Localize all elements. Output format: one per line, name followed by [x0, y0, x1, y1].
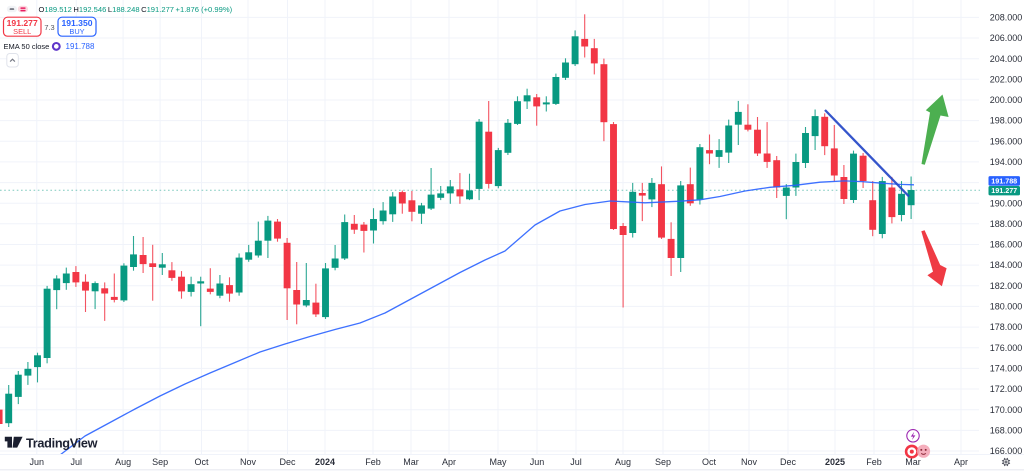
svg-text:200.000: 200.000: [990, 95, 1023, 105]
svg-text:190.000: 190.000: [990, 198, 1023, 208]
svg-text:166.000: 166.000: [990, 446, 1023, 456]
svg-text:Feb: Feb: [866, 457, 882, 467]
svg-text:EMA 50 close: EMA 50 close: [4, 42, 50, 51]
svg-text:202.000: 202.000: [990, 74, 1023, 84]
svg-text:198.000: 198.000: [990, 116, 1023, 126]
svg-text:TradingView: TradingView: [26, 436, 98, 450]
svg-text:180.000: 180.000: [990, 302, 1023, 312]
svg-text:Jun: Jun: [30, 457, 45, 467]
svg-text:191.350: 191.350: [61, 18, 92, 28]
svg-text:Apr: Apr: [954, 457, 968, 467]
svg-text:174.000: 174.000: [990, 364, 1023, 374]
svg-text:178.000: 178.000: [990, 322, 1023, 332]
svg-text:Aug: Aug: [615, 457, 631, 467]
svg-text:May: May: [489, 457, 507, 467]
svg-text:Dec: Dec: [279, 457, 296, 467]
svg-text:176.000: 176.000: [990, 343, 1023, 353]
svg-text:Jul: Jul: [570, 457, 582, 467]
svg-text:Jul: Jul: [71, 457, 83, 467]
svg-text:184.000: 184.000: [990, 260, 1023, 270]
svg-text:Sep: Sep: [655, 457, 671, 467]
svg-text:Apr: Apr: [442, 457, 456, 467]
svg-text:2024: 2024: [315, 457, 335, 467]
svg-text:204.000: 204.000: [990, 54, 1023, 64]
svg-text:O189.512 H192.546 L188.248 C19: O189.512 H192.546 L188.248 C191.277 +1.8…: [39, 5, 233, 14]
svg-text:191.788: 191.788: [991, 177, 1017, 186]
svg-text:206.000: 206.000: [990, 33, 1023, 43]
svg-text:208.000: 208.000: [990, 13, 1023, 23]
svg-text:168.000: 168.000: [990, 426, 1023, 436]
svg-text:191.277: 191.277: [7, 18, 38, 28]
svg-text:191.277: 191.277: [991, 186, 1017, 195]
svg-text:Nov: Nov: [741, 457, 758, 467]
svg-text:Feb: Feb: [365, 457, 381, 467]
svg-text:194.000: 194.000: [990, 157, 1023, 167]
svg-text:Dec: Dec: [780, 457, 797, 467]
svg-text:Jun: Jun: [530, 457, 545, 467]
svg-text:196.000: 196.000: [990, 136, 1023, 146]
svg-text:Mar: Mar: [403, 457, 419, 467]
svg-text:186.000: 186.000: [990, 240, 1023, 250]
svg-text:BUY: BUY: [69, 27, 84, 36]
svg-text:Nov: Nov: [240, 457, 257, 467]
svg-text:Aug: Aug: [115, 457, 131, 467]
svg-text:172.000: 172.000: [990, 384, 1023, 394]
svg-text:170.000: 170.000: [990, 405, 1023, 415]
svg-text:SELL: SELL: [13, 27, 31, 36]
svg-text:2025: 2025: [825, 457, 845, 467]
svg-text:Mar: Mar: [905, 457, 921, 467]
svg-text:191.788: 191.788: [66, 42, 95, 51]
svg-text:Sep: Sep: [152, 457, 168, 467]
svg-text:182.000: 182.000: [990, 281, 1023, 291]
svg-text:Oct: Oct: [702, 457, 717, 467]
svg-text:7.3: 7.3: [44, 23, 54, 32]
svg-text:Oct: Oct: [194, 457, 209, 467]
svg-text:188.000: 188.000: [990, 219, 1023, 229]
